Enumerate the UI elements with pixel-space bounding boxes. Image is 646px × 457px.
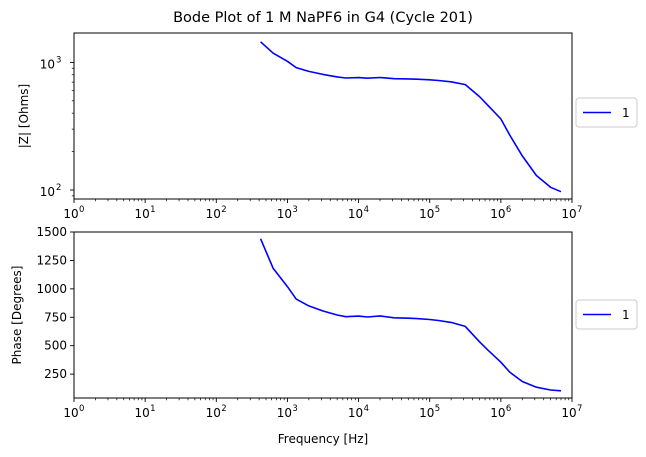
magnitude-x-tick-exponent: 1 bbox=[150, 205, 155, 215]
magnitude-x-tick-label: 10 bbox=[561, 207, 576, 221]
phase-x-tick-exponent: 6 bbox=[506, 404, 511, 414]
phase-x-tick-exponent: 4 bbox=[364, 404, 369, 414]
magnitude-y-tick-label: 10 bbox=[40, 185, 55, 199]
magnitude-x-tick-exponent: 3 bbox=[292, 205, 297, 215]
magnitude-series-group bbox=[260, 41, 562, 193]
phase-y-tick-label: 1500 bbox=[36, 225, 67, 239]
phase-y-axis-label: Phase [Degrees] bbox=[10, 266, 24, 365]
frequency-x-axis-label: Frequency [Hz] bbox=[278, 432, 369, 446]
magnitude-x-tick-label: 10 bbox=[135, 207, 150, 221]
magnitude-legend-label: 1 bbox=[622, 106, 630, 120]
phase-x-tick-exponent: 2 bbox=[221, 404, 226, 414]
phase-x-tick-exponent: 7 bbox=[577, 404, 582, 414]
phase-x-tick-exponent: 1 bbox=[150, 404, 155, 414]
magnitude-x-tick-label: 10 bbox=[490, 207, 505, 221]
magnitude-x-tick-exponent: 0 bbox=[79, 205, 84, 215]
phase-y-tick-label: 750 bbox=[44, 310, 67, 324]
magnitude-x-tick-exponent: 6 bbox=[506, 205, 511, 215]
magnitude-y-tick-exponent: 2 bbox=[56, 183, 61, 193]
magnitude-x-tick-label: 10 bbox=[206, 207, 221, 221]
magnitude-series-line bbox=[260, 41, 562, 193]
chart-title: Bode Plot of 1 M NaPF6 in G4 (Cycle 201) bbox=[173, 10, 473, 26]
phase-x-tick-label: 10 bbox=[277, 406, 292, 420]
phase-y-tick-label: 1000 bbox=[36, 282, 67, 296]
magnitude-x-tick-label: 10 bbox=[277, 207, 292, 221]
phase-x-ticks: 10 0 10 1 10 2 10 3 10 4 10 5 10 6 10 7 bbox=[63, 398, 582, 420]
phase-y-tick-label: 1250 bbox=[36, 253, 67, 267]
phase-axes-frame bbox=[73, 231, 573, 399]
phase-x-tick-label: 10 bbox=[419, 406, 434, 420]
magnitude-x-tick-exponent: 7 bbox=[577, 205, 582, 215]
magnitude-y-tick-exponent: 3 bbox=[56, 55, 61, 65]
phase-legend: 1 bbox=[575, 299, 638, 330]
phase-series-group bbox=[259, 238, 562, 392]
magnitude-legend: 1 bbox=[575, 97, 638, 128]
phase-y-tick-label: 500 bbox=[44, 339, 67, 353]
phase-x-tick-label: 10 bbox=[135, 406, 150, 420]
phase-x-tick-label: 10 bbox=[490, 406, 505, 420]
magnitude-y-tick-label: 10 bbox=[40, 57, 55, 71]
phase-x-tick-label: 10 bbox=[348, 406, 363, 420]
magnitude-y-axis-label: |Z| [Ohms] bbox=[17, 84, 31, 148]
phase-x-tick-label: 10 bbox=[561, 406, 576, 420]
phase-legend-label: 1 bbox=[622, 308, 630, 322]
phase-x-tick-exponent: 0 bbox=[79, 404, 84, 414]
magnitude-x-tick-exponent: 4 bbox=[364, 205, 369, 215]
phase-x-tick-exponent: 3 bbox=[292, 404, 297, 414]
magnitude-x-tick-label: 10 bbox=[348, 207, 363, 221]
phase-x-tick-label: 10 bbox=[63, 406, 78, 420]
magnitude-x-tick-label: 10 bbox=[63, 207, 78, 221]
magnitude-axes-frame bbox=[73, 32, 573, 200]
magnitude-x-tick-exponent: 5 bbox=[435, 205, 440, 215]
phase-y-ticks: 250 500 750 1000 1250 1500 bbox=[36, 225, 74, 381]
magnitude-x-tick-label: 10 bbox=[419, 207, 434, 221]
phase-y-tick-label: 250 bbox=[44, 367, 67, 381]
phase-x-tick-label: 10 bbox=[206, 406, 221, 420]
phase-series-line bbox=[259, 238, 562, 392]
phase-x-tick-exponent: 5 bbox=[435, 404, 440, 414]
magnitude-panel: Bode Plot of 1 M NaPF6 in G4 (Cycle 201)… bbox=[17, 10, 638, 221]
magnitude-x-tick-exponent: 2 bbox=[221, 205, 226, 215]
